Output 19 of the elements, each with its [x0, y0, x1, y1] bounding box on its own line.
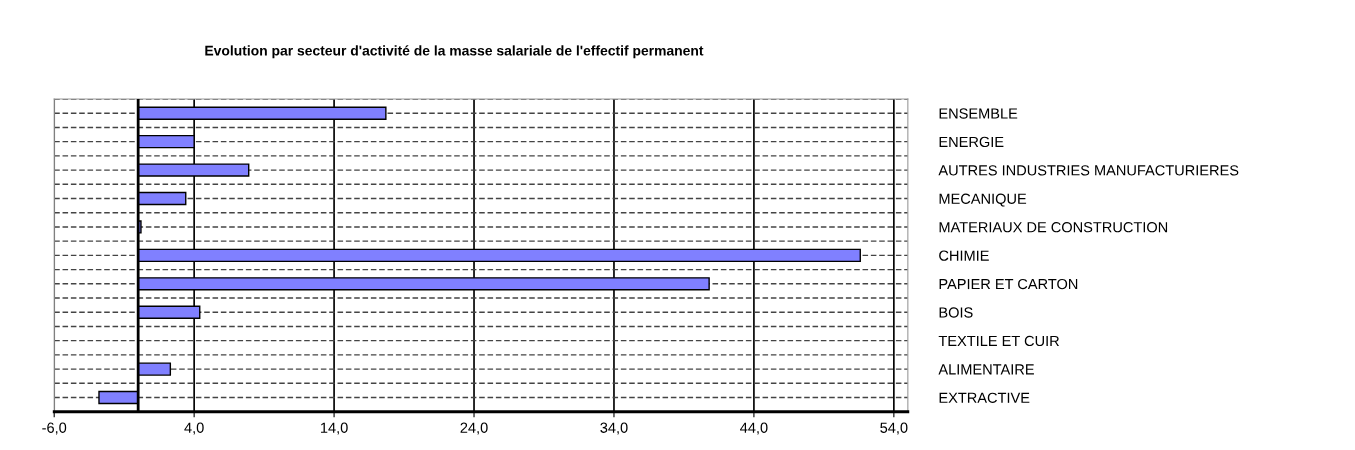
y-tick-label: CHIMIE [939, 250, 989, 261]
y-tick-label: ALIMENTAIRE [938, 364, 1034, 375]
y-tick-label: MATERIAUX DE CONSTRUCTION [939, 222, 1168, 233]
chart-title: Evolution par secteur d'activité de la masse salariale de l'effectif permanent [205, 45, 704, 59]
y-tick-label: ENERGIE [939, 136, 1004, 148]
x-tick-label: 34,0 [600, 422, 628, 435]
x-tick-label: 24,0 [460, 422, 488, 435]
y-tick-label: MECANIQUE [939, 193, 1027, 207]
x-tick-label: 44,0 [740, 422, 768, 435]
x-tick-label: -6,0 [42, 422, 67, 435]
x-tick-label: 54,0 [880, 422, 908, 435]
x-tick-label: 14,0 [321, 422, 348, 435]
y-tick-label: ENSEMBLE [939, 108, 1018, 119]
y-tick-label: PAPIER ET CARTON [939, 278, 1078, 290]
y-tick-label: EXTRACTIVE [939, 392, 1030, 403]
x-tick-label: 4,0 [184, 422, 204, 435]
y-tick-label: BOIS [939, 307, 973, 318]
y-tick-label: TEXTILE ET CUIR [938, 335, 1060, 347]
y-tick-label: AUTRES INDUSTRIES MANUFACTURIERES [938, 165, 1239, 176]
